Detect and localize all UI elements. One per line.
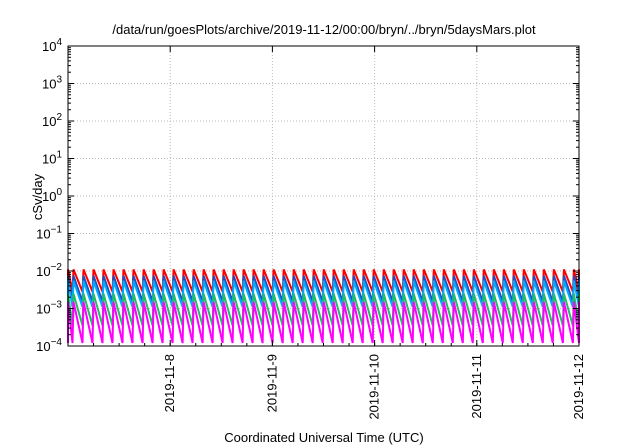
ticks: 10−4 10−3 10−2 10−1 100 101 102 103 104 2019-11-8… bbox=[36, 37, 586, 420]
x-axis-label: Coordinated Universal Time (UTC) bbox=[224, 430, 423, 445]
x-tick-label: 2019-11-12 bbox=[571, 354, 586, 420]
x-tick-label: 2019-11-9 bbox=[264, 354, 279, 412]
y-tick-label: 10−1 bbox=[36, 225, 62, 242]
chart-title: /data/run/goesPlots/archive/2019-11-12/0… bbox=[112, 22, 536, 37]
data-series-line bbox=[67, 301, 580, 344]
y-tick-label: 100 bbox=[42, 187, 62, 204]
y-axis-label: cSv/day bbox=[30, 173, 45, 220]
y-tick-label: 103 bbox=[42, 75, 62, 92]
series-layer bbox=[67, 269, 580, 344]
y-tick-label: 10−3 bbox=[36, 300, 62, 317]
x-tick-label: 2019-11-10 bbox=[367, 354, 382, 420]
y-tick-label: 10−2 bbox=[36, 262, 62, 279]
x-tick-label: 2019-11-11 bbox=[469, 354, 484, 419]
y-tick-label: 101 bbox=[42, 150, 62, 167]
x-tick-label: 2019-11-8 bbox=[162, 354, 177, 412]
y-tick-label: 104 bbox=[42, 37, 62, 54]
y-tick-label: 102 bbox=[42, 112, 62, 129]
y-tick-label: 10−4 bbox=[36, 337, 62, 354]
